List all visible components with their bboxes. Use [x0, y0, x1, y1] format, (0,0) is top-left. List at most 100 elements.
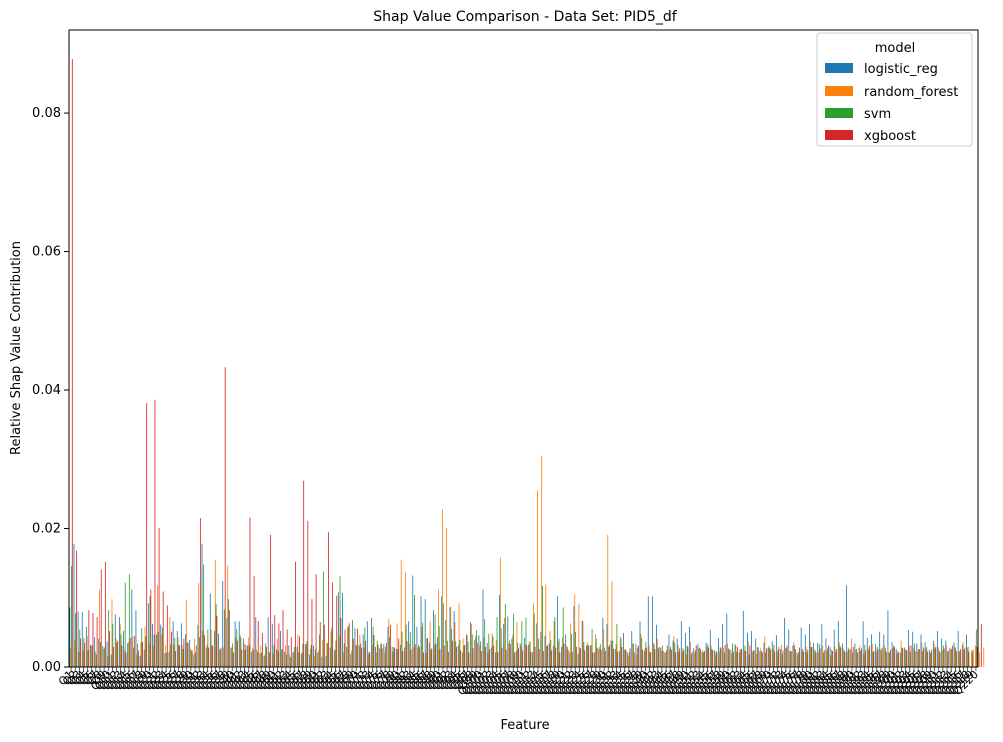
bar-random-forest-130: [603, 629, 605, 667]
bar-random-forest-89: [433, 645, 435, 667]
bar-random-forest-25: [169, 617, 171, 667]
bar-xgboost-36: [216, 615, 218, 667]
bar-logistic-reg-198: [883, 634, 885, 667]
bar-logistic-reg-123: [573, 606, 575, 667]
bar-xgboost-74: [373, 635, 375, 667]
bar-svm-128: [595, 638, 597, 667]
bar-svm-132: [612, 640, 614, 667]
bar-svm-81: [401, 631, 403, 667]
bar-svm-191: [856, 649, 857, 667]
bar-xgboost-190: [852, 646, 854, 667]
bar-logistic-reg-107: [507, 616, 509, 667]
bar-random-forest-66: [338, 636, 340, 667]
bar-xgboost-82: [406, 641, 408, 667]
bar-logistic-reg-210: [932, 640, 934, 667]
bar-logistic-reg-2: [73, 543, 75, 667]
bar-random-forest-133: [615, 644, 617, 667]
bar-xgboost-40: [233, 652, 234, 667]
bar-svm-42: [240, 637, 242, 667]
bar-logistic-reg-14: [123, 631, 124, 667]
bar-logistic-reg-12: [114, 614, 116, 667]
bar-xgboost-174: [786, 645, 788, 667]
bar-logistic-reg-40: [230, 647, 232, 667]
bar-logistic-reg-62: [321, 656, 323, 667]
bar-svm-202: [901, 647, 903, 667]
bar-random-forest-95: [458, 603, 460, 667]
bar-xgboost-130: [604, 651, 606, 667]
bar-random-forest-96: [462, 638, 464, 667]
bar-random-forest-163: [739, 649, 741, 667]
bar-xgboost-128: [596, 647, 598, 667]
bar-xgboost-68: [348, 623, 350, 667]
bar-svm-112: [529, 642, 531, 667]
bar-random-forest-13: [119, 624, 121, 667]
bar-random-forest-126: [586, 642, 588, 667]
bar-random-forest-188: [842, 648, 844, 667]
bar-random-forest-125: [582, 621, 584, 667]
bar-svm-108: [513, 613, 514, 667]
bar-svm-220: [975, 629, 977, 667]
bar-logistic-reg-96: [461, 652, 463, 667]
bar-logistic-reg-130: [602, 617, 604, 667]
bar-logistic-reg-128: [594, 652, 595, 667]
bar-logistic-reg-191: [854, 643, 856, 667]
bar-random-forest-21: [152, 645, 154, 667]
bar-random-forest-170: [768, 645, 770, 667]
bar-xgboost-188: [844, 651, 846, 667]
bar-svm-6: [91, 645, 93, 667]
bar-svm-99: [475, 630, 477, 667]
bar-svm-87: [426, 638, 428, 667]
bar-xgboost-168: [761, 652, 763, 667]
bar-svm-120: [562, 607, 564, 667]
y-axis-label: Relative Shap Value Contribution: [9, 241, 24, 455]
bar-xgboost-192: [861, 648, 862, 667]
bar-random-forest-82: [404, 572, 406, 667]
bar-svm-8: [99, 642, 101, 667]
bar-logistic-reg-43: [242, 638, 244, 667]
bar-random-forest-108: [512, 634, 514, 667]
bar-random-forest-113: [533, 603, 534, 667]
bar-xgboost-172: [778, 646, 780, 667]
bar-logistic-reg-15: [127, 643, 129, 667]
bar-svm-78: [389, 637, 391, 667]
bar-logistic-reg-211: [937, 631, 938, 667]
bar-random-forest-181: [813, 649, 815, 667]
bar-logistic-reg-115: [540, 631, 542, 667]
bar-xgboost-162: [737, 646, 738, 667]
bar-logistic-reg-17: [135, 610, 137, 667]
bar-logistic-reg-111: [523, 637, 525, 667]
bar-svm-37: [219, 649, 221, 667]
bar-logistic-reg-172: [775, 635, 777, 667]
bar-xgboost-160: [728, 649, 730, 667]
bar-logistic-reg-134: [618, 651, 620, 667]
bar-random-forest-74: [371, 645, 373, 667]
bar-svm-162: [736, 651, 738, 667]
bar-svm-137: [632, 643, 634, 667]
bar-xgboost-78: [390, 624, 391, 667]
bar-xgboost-81: [402, 651, 404, 667]
bar-logistic-reg-92: [445, 619, 447, 667]
bar-xgboost-111: [526, 645, 528, 667]
bar-svm-209: [930, 652, 932, 667]
bar-xgboost-85: [418, 646, 420, 667]
bar-xgboost-219: [972, 649, 974, 667]
bar-random-forest-118: [553, 621, 555, 667]
bar-logistic-reg-143: [656, 624, 657, 667]
bar-xgboost-32: [199, 518, 201, 667]
bar-xgboost-101: [485, 646, 486, 667]
bar-svm-53: [285, 654, 287, 667]
bar-xgboost-89: [435, 643, 437, 667]
bar-random-forest-120: [561, 637, 563, 667]
bar-svm-141: [649, 652, 651, 667]
bar-random-forest-16: [132, 636, 134, 667]
bar-svm-102: [488, 633, 490, 667]
bar-random-forest-189: [847, 651, 848, 667]
bar-svm-59: [310, 644, 312, 667]
bar-xgboost-149: [683, 650, 685, 667]
bar-xgboost-116: [547, 645, 548, 667]
bar-logistic-reg-94: [453, 610, 455, 667]
bar-xgboost-143: [658, 646, 660, 667]
bar-xgboost-217: [964, 647, 966, 667]
bar-logistic-reg-53: [284, 651, 286, 667]
bar-logistic-reg-1: [69, 607, 71, 667]
